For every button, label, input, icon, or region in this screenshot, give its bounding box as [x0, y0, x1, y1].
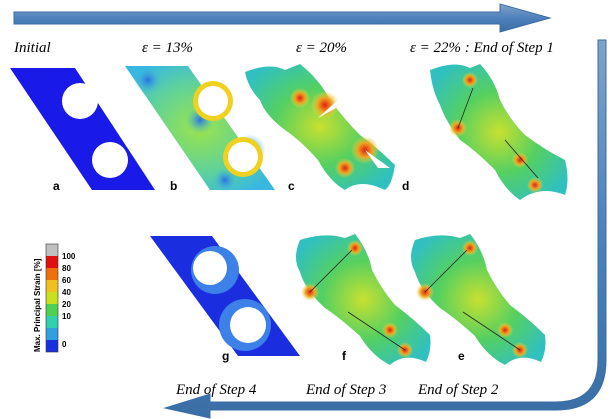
stage-label: Initial	[13, 40, 51, 56]
panel-letter: a	[53, 179, 60, 193]
stage-label: ε = 22% : End of Step 1	[410, 40, 554, 56]
legend-title: Max. Principal Strain [%]	[33, 258, 42, 352]
legend-tick: 0	[62, 340, 67, 349]
panel-letter: d	[402, 179, 409, 193]
panel-c-shape	[245, 64, 395, 190]
panel-f-shape	[296, 234, 431, 365]
legend-tick: 100	[62, 252, 76, 261]
panel-g-shape	[150, 236, 300, 356]
step-label: End of Step 2	[417, 382, 499, 398]
panel-e-shape	[411, 234, 546, 365]
colorbar	[45, 243, 59, 353]
panel-letter: e	[458, 349, 465, 363]
step-label: End of Step 4	[175, 382, 257, 398]
legend-tick: 40	[62, 288, 71, 297]
panel-a-shape	[10, 68, 155, 190]
panel-letter: g	[222, 349, 229, 363]
panel-letter: f	[342, 349, 347, 363]
stage-label: ε = 13%	[142, 40, 193, 56]
legend-tick: 60	[62, 276, 71, 285]
legend-tick: 20	[62, 300, 71, 309]
panel-letter: b	[170, 179, 177, 193]
return-arrow	[163, 39, 607, 419]
panel-b-shape	[125, 66, 275, 192]
step-label: End of Step 3	[305, 382, 386, 398]
top-arrow	[13, 3, 552, 33]
legend-tick: 80	[62, 264, 71, 273]
panel-d-shape	[430, 64, 568, 200]
panel-letter: c	[288, 179, 295, 193]
legend-tick: 10	[62, 312, 71, 321]
stage-label: ε = 20%	[296, 40, 347, 56]
